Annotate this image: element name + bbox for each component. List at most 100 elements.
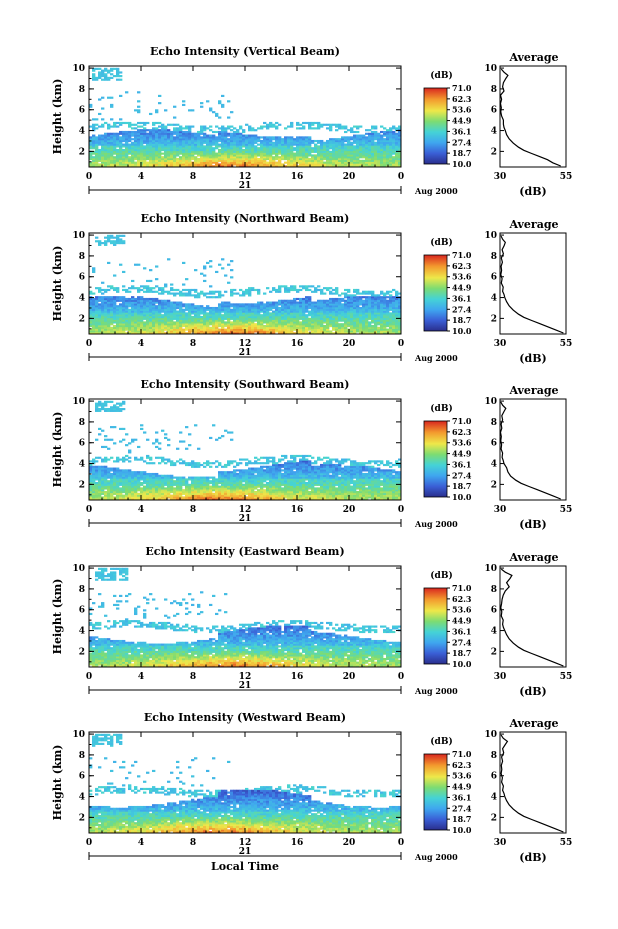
heatmap-cell xyxy=(365,165,369,168)
heatmap-cell xyxy=(215,317,219,320)
heatmap-cell xyxy=(119,148,123,152)
heatmap-cell xyxy=(221,105,225,108)
heatmap-cell xyxy=(161,161,165,164)
heatmap-cell xyxy=(191,145,195,148)
heatmap-cell xyxy=(212,111,216,114)
heatmap-cell xyxy=(101,324,105,328)
heatmap-cell xyxy=(374,138,378,141)
heatmap-cell xyxy=(350,315,354,319)
heatmap-cell xyxy=(236,143,240,146)
heatmap-cell xyxy=(143,150,147,153)
heatmap-cell xyxy=(254,323,258,326)
heatmap-cell xyxy=(149,288,153,292)
heatmap-cell xyxy=(236,134,240,137)
heatmap-cell xyxy=(212,323,216,326)
heatmap-cell xyxy=(185,152,189,155)
heatmap-cell xyxy=(128,297,132,301)
heatmap-cell xyxy=(197,157,201,161)
heatmap-cell xyxy=(152,323,156,326)
heatmap-cell xyxy=(89,481,93,485)
heatmap-cell xyxy=(188,312,192,315)
heatmap-cell xyxy=(230,303,234,306)
heatmap-cell xyxy=(167,299,171,302)
heatmap-cell xyxy=(89,145,93,148)
heatmap-cell xyxy=(269,315,273,319)
heatmap-cell xyxy=(380,312,384,315)
heatmap-cell xyxy=(266,303,270,306)
heatmap-cell xyxy=(98,481,102,485)
heatmap-cell xyxy=(128,287,132,290)
heatmap-cell xyxy=(260,125,264,128)
heatmap-cell xyxy=(239,148,243,152)
heatmap-cell xyxy=(323,315,327,319)
heatmap-cell xyxy=(92,73,96,76)
heatmap-cell xyxy=(341,314,345,317)
heatmap-cell xyxy=(326,314,330,317)
heatmap-cell xyxy=(113,67,117,70)
heatmap-cell xyxy=(365,147,369,150)
heatmap-cell xyxy=(317,148,321,152)
heatmap-cell xyxy=(182,332,186,335)
heatmap-cell xyxy=(395,159,399,162)
heatmap-cell xyxy=(389,319,393,322)
heatmap-cell xyxy=(347,139,351,143)
heatmap-cell xyxy=(341,154,345,157)
heatmap-cell xyxy=(308,148,312,152)
heatmap-cell xyxy=(128,328,132,331)
heatmap-cell xyxy=(155,163,159,166)
heatmap-cell xyxy=(221,94,225,98)
heatmap-cell xyxy=(140,494,144,497)
heatmap-cell xyxy=(161,290,165,293)
heatmap-cell xyxy=(113,123,117,126)
heatmap-cell xyxy=(128,442,132,445)
heatmap-cell xyxy=(317,159,321,162)
heatmap-cell xyxy=(137,296,141,299)
heatmap-cell xyxy=(164,314,168,317)
heatmap-cell xyxy=(155,330,159,333)
heatmap-cell xyxy=(104,138,108,141)
heatmap-cell xyxy=(359,152,363,155)
heatmap-cell xyxy=(116,290,120,293)
heatmap-cell xyxy=(89,474,93,477)
heatmap-cell xyxy=(200,321,204,324)
heatmap-cell xyxy=(119,498,123,501)
heatmap-cell xyxy=(341,147,345,150)
heatmap-cell xyxy=(185,328,189,331)
heatmap-cell xyxy=(155,141,159,144)
heatmap-cell xyxy=(128,449,132,452)
heatmap-cell xyxy=(356,159,360,162)
heatmap-cell xyxy=(215,290,219,293)
heatmap-cell xyxy=(296,154,300,157)
heatmap-cell xyxy=(92,492,96,495)
heatmap-cell xyxy=(188,159,192,162)
heatmap-cell xyxy=(176,315,180,319)
heatmap-cell xyxy=(317,317,321,320)
heatmap-cell xyxy=(164,156,168,159)
heatmap-cell xyxy=(191,109,195,112)
heatmap-cell xyxy=(116,314,120,317)
heatmap-cell xyxy=(137,136,141,139)
heatmap-cell xyxy=(119,297,123,301)
heatmap-cell xyxy=(140,301,144,304)
heatmap-cell xyxy=(107,317,111,320)
heatmap-cell xyxy=(308,326,312,329)
heatmap-cell xyxy=(242,148,246,152)
heatmap-cell xyxy=(209,125,213,128)
heatmap-cell xyxy=(311,308,315,311)
heatmap-cell xyxy=(323,330,327,333)
heatmap-cell xyxy=(383,127,387,130)
heatmap-cell xyxy=(347,306,351,310)
heatmap-cell xyxy=(146,285,150,288)
heatmap-cell xyxy=(371,161,375,164)
heatmap-cell xyxy=(251,150,255,153)
heatmap-cell xyxy=(389,317,393,320)
heatmap-cell xyxy=(362,301,366,304)
heatmap-cell xyxy=(317,319,321,322)
heatmap-cell xyxy=(245,288,249,292)
heatmap-cell xyxy=(200,312,204,315)
heatmap-cell xyxy=(311,141,315,144)
heatmap-cell xyxy=(119,141,123,144)
heatmap-cell xyxy=(116,480,120,483)
heatmap-cell xyxy=(98,465,102,468)
profile-title: Average xyxy=(508,218,558,231)
